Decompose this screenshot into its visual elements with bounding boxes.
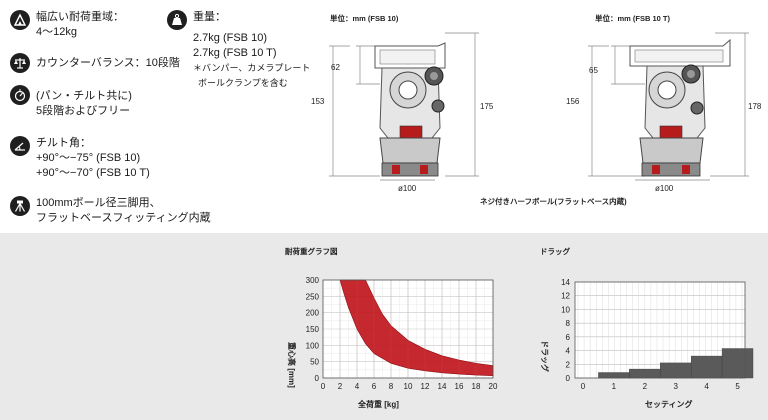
spec-weight-note1: ＊バンパー、カメラプレート [193,63,311,73]
spec-tilt-title: チルト角： [36,137,91,149]
spec-bowl-line1: 100mmボール径三脚用、 [36,197,161,209]
spec-drag-line1: (パン・チルト共に) [36,90,132,102]
drag-bar [598,372,630,379]
diagram-fsb10t-dim-total: 156 [566,97,580,106]
spec-drag-line2: 5段階およびフリー [36,105,131,117]
drag-y-tick: 4 [566,347,571,356]
drag-x-tick: 3 [674,382,679,391]
payload-y-tick: 50 [310,358,319,367]
drag-x-label: セッティング [645,399,693,409]
diagram-fsb10-dim-top: 62 [331,63,340,72]
balance-scale-icon [10,53,30,73]
spec-tilt-line2: +90°〜−70° (FSB 10 T) [36,167,150,179]
drag-y-tick: 2 [566,360,571,369]
payload-x-tick: 4 [355,382,360,391]
spec-bowl: 100mmボール径三脚用、 フラットベースフィッティング内蔵 [10,196,211,226]
drag-x-tick: 4 [704,382,709,391]
tripod-icon [10,196,30,216]
drag-y-tick: 8 [566,319,571,328]
drag-x-tick: 1 [612,382,617,391]
payload-x-tick: 2 [338,382,343,391]
diagram-fsb10t-dim-base: ø100 [655,184,674,193]
diagram-fsb10-dim-right: 175 [480,102,494,111]
diagram-fsb10t-dim-right: 178 [748,102,762,111]
payload-x-tick: 6 [372,382,377,391]
drag-y-tick: 6 [566,333,571,342]
drag-y-tick: 0 [566,374,571,383]
diagram-fsb10t-unit-label: 単位：mm (FSB 10 T) [595,14,671,23]
drag-frame [574,281,746,379]
spec-weight-line1: 2.7kg (FSB 10) [193,32,267,44]
payload-x-tick: 18 [472,382,481,391]
drag-x-tick: 2 [643,382,648,391]
drag-bar [660,362,692,379]
payload-x-tick: 10 [404,382,413,391]
weight-icon [167,10,187,30]
spec-tilt-line1: +90°〜−75° (FSB 10) [36,152,141,164]
diagram-fsb10-dim-total: 153 [311,97,325,106]
spec-weight: 重量： 2.7kg (FSB 10) 2.7kg (FSB 10 T) ＊バンパ… [167,10,310,91]
payload-area [339,279,494,377]
drag-y-label: ドラッグ [540,340,550,372]
drag-x-tick: 5 [735,382,740,391]
payload-x-tick: 12 [421,382,430,391]
payload-x-label: 全荷重 [kg] [357,399,399,409]
payload-x-tick: 20 [489,382,498,391]
payload-frame [322,279,494,379]
spec-bowl-line2: フラットベースフィッティング内蔵 [36,212,211,224]
payload-x-tick: 0 [321,382,326,391]
diagram-fsb10-drawing [329,32,479,181]
spec-payload: 幅広い耐荷重域： 4〜12kg [10,10,124,40]
tilt-angle-icon [10,136,30,156]
payload-y-tick: 150 [306,325,320,334]
diagram-fsb10t-drawing [588,32,749,181]
payload-y-tick: 200 [306,309,320,318]
drag-chart-title: ドラッグ [540,247,570,256]
payload-x-tick: 14 [438,382,447,391]
payload-y-label: 重心高 [mm] [287,342,297,388]
payload-x-tick: 16 [455,382,464,391]
payload-x-tick: 8 [389,382,394,391]
spec-weight-title: 重量： [193,11,226,23]
drag-x-tick: 0 [581,382,586,391]
drag-y-tick: 12 [561,292,570,301]
payload-y-tick: 100 [306,341,320,350]
drag-bar [690,355,723,379]
payload-range-icon [10,10,30,30]
diagram-fsb10t-dim-top: 65 [589,66,598,75]
diagram-caption: ネジ付きハーフボール(フラットベース内蔵) [480,197,627,206]
drag-bar [721,348,754,379]
spec-drag: (パン・チルト共に) 5段階およびフリー [10,85,132,119]
spec-counterbalance-text: カウンターバランス：10段階 [36,57,180,69]
spec-weight-line2: 2.7kg (FSB 10 T) [193,47,277,59]
spec-payload-value: 4〜12kg [36,26,77,38]
payload-y-tick: 0 [315,374,320,383]
spec-weight-note2: ボールクランプを含む [198,78,288,88]
diagram-fsb10-unit-label: 単位：mm (FSB 10) [330,14,399,23]
drag-y-tick: 14 [561,278,570,287]
spec-tilt: チルト角： +90°〜−75° (FSB 10) +90°〜−70° (FSB … [10,136,150,181]
drag-dial-icon [10,85,30,105]
diagram-fsb10-dim-base: ø100 [398,184,417,193]
payload-y-tick: 300 [306,276,320,285]
payload-y-tick: 250 [306,292,320,301]
drag-y-tick: 10 [561,305,570,314]
spec-payload-title: 幅広い耐荷重域： [36,11,124,23]
payload-chart-title: 耐荷重グラフ図 [285,247,338,256]
drag-bar [629,368,661,379]
spec-counterbalance: カウンターバランス：10段階 [10,53,180,73]
